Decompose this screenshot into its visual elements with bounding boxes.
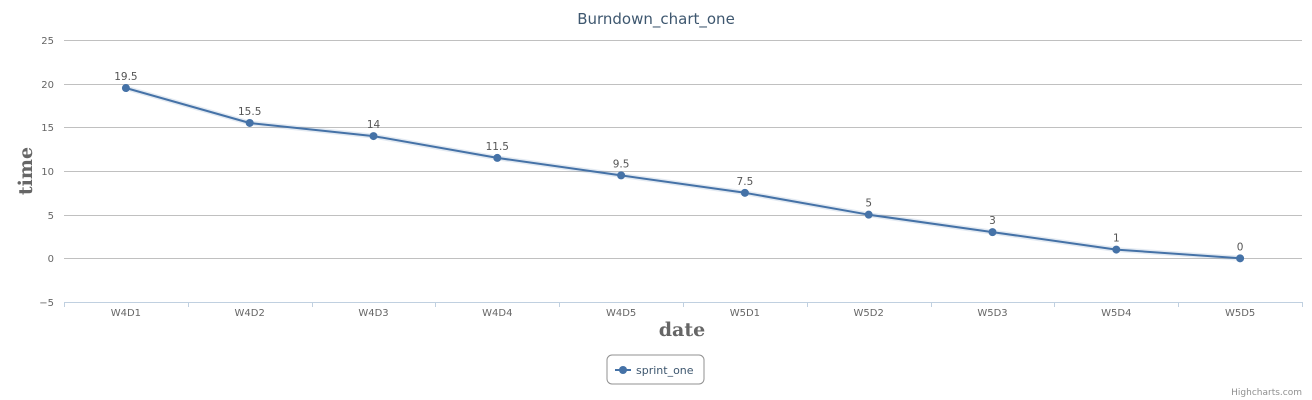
series-line-shadow bbox=[125, 85, 1241, 261]
data-label: 5 bbox=[865, 198, 872, 210]
x-axis-title: date bbox=[659, 319, 705, 341]
y-tick-label: 25 bbox=[41, 36, 54, 47]
y-tick-label: 0 bbox=[48, 254, 54, 265]
x-tick-label: W5D3 bbox=[977, 308, 1007, 319]
data-point[interactable] bbox=[617, 171, 626, 180]
x-tick-label: W5D1 bbox=[730, 308, 760, 319]
data-label: 9.5 bbox=[613, 158, 630, 170]
data-point[interactable] bbox=[369, 132, 378, 141]
data-label: 1 bbox=[1113, 233, 1120, 245]
data-point[interactable] bbox=[864, 210, 873, 219]
credits-link[interactable]: Highcharts.com bbox=[1231, 388, 1302, 398]
data-point[interactable] bbox=[493, 153, 502, 162]
x-tick-label: W5D4 bbox=[1101, 308, 1131, 319]
series-line[interactable] bbox=[125, 87, 1241, 260]
legend-item-sprint-one[interactable]: sprint_one bbox=[636, 364, 694, 377]
x-tick-label: W5D5 bbox=[1225, 308, 1255, 319]
data-label: 7.5 bbox=[737, 176, 754, 188]
legend-box bbox=[606, 354, 705, 385]
data-label: 15.5 bbox=[238, 106, 261, 118]
data-point[interactable] bbox=[1236, 254, 1245, 263]
legend-symbol-marker bbox=[619, 366, 627, 374]
data-point[interactable] bbox=[1112, 245, 1121, 254]
data-label: 3 bbox=[989, 215, 996, 227]
series-sprint-one[interactable] bbox=[121, 84, 1245, 263]
chart-title: Burndown_chart_one bbox=[577, 10, 735, 29]
y-tick-label: 20 bbox=[41, 80, 54, 91]
data-label: 11.5 bbox=[486, 141, 509, 153]
x-tick-label: W4D4 bbox=[482, 308, 512, 319]
data-labels: 19.5 15.5 14 11.5 9.5 7.5 5 3 1 0 bbox=[114, 71, 1243, 253]
data-point[interactable] bbox=[988, 228, 997, 237]
grid-lines bbox=[64, 40, 1302, 259]
legend[interactable]: sprint_one bbox=[606, 354, 705, 385]
y-tick-label: 10 bbox=[41, 167, 54, 178]
y-tick-label: 5 bbox=[48, 211, 54, 222]
x-tick-label: W5D2 bbox=[854, 308, 884, 319]
data-point[interactable] bbox=[245, 118, 254, 127]
y-tick-label: −5 bbox=[39, 298, 54, 309]
data-label: 0 bbox=[1237, 241, 1244, 253]
y-axis-title: time bbox=[15, 147, 37, 195]
data-point[interactable] bbox=[740, 188, 749, 197]
x-tick-label: W4D2 bbox=[235, 308, 265, 319]
data-label: 19.5 bbox=[114, 71, 137, 83]
data-label: 14 bbox=[367, 119, 381, 131]
x-tick-label: W4D3 bbox=[358, 308, 388, 319]
data-point[interactable] bbox=[121, 84, 130, 93]
x-tick-label: W4D5 bbox=[606, 308, 636, 319]
x-tick-label: W4D1 bbox=[111, 308, 141, 319]
y-tick-label: 15 bbox=[41, 123, 54, 134]
